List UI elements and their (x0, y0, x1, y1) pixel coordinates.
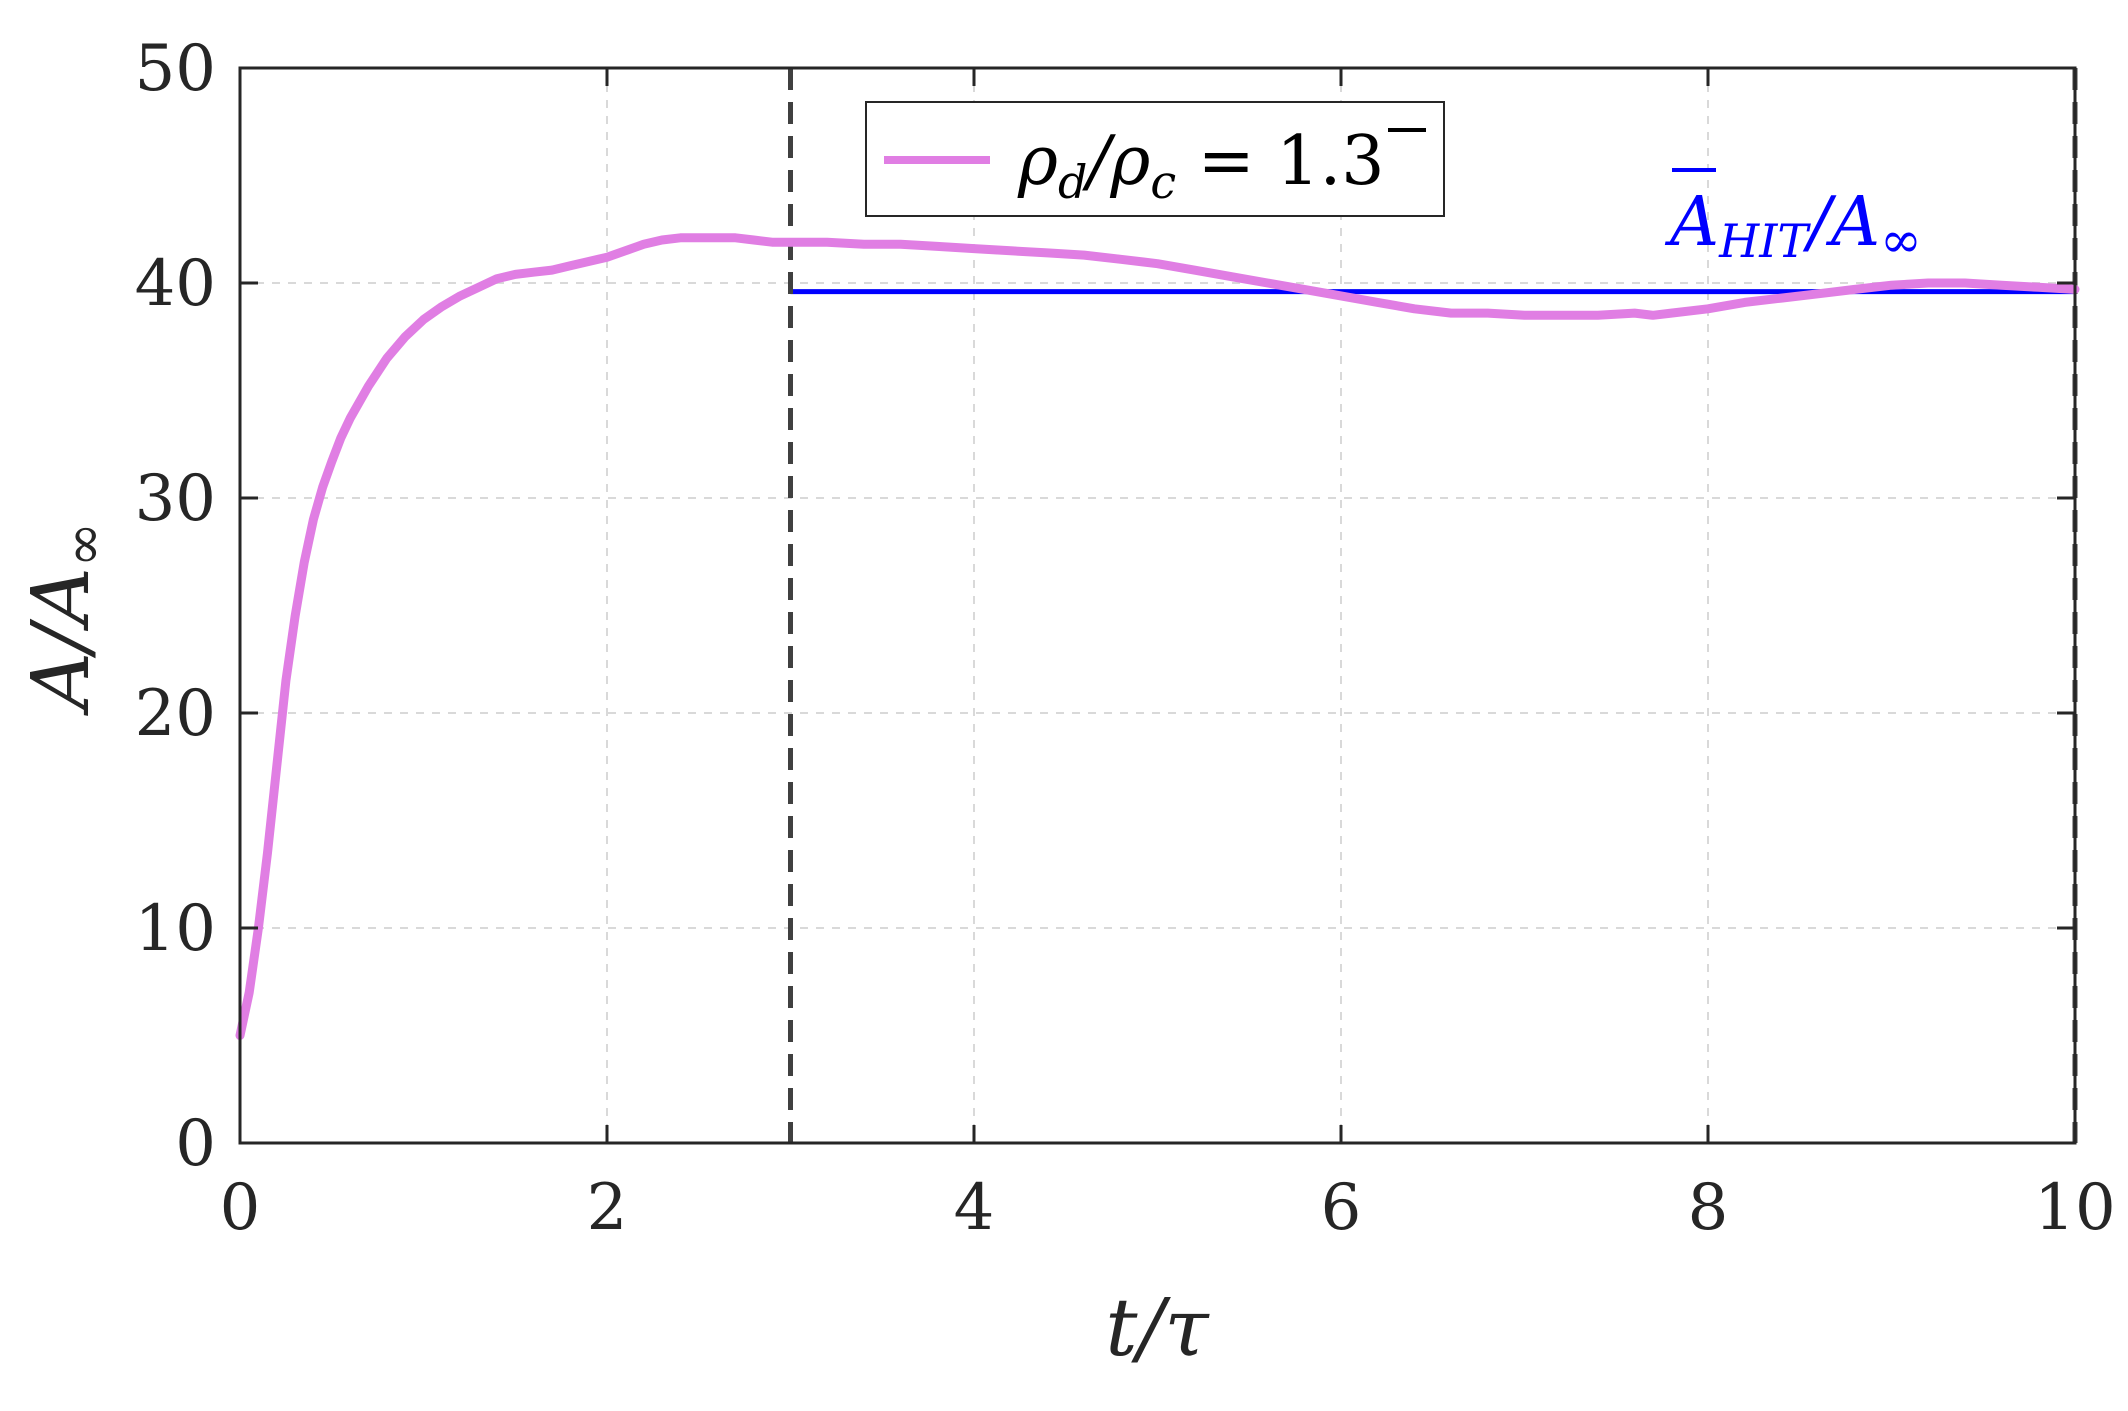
y-tick-label: 0 (175, 1107, 216, 1181)
hit-annotation: AHIT/A∞ (1664, 168, 1922, 269)
hit-annotation-A: A (1664, 183, 1719, 262)
y-axis-label: A/A∞ (14, 522, 115, 716)
x-tick-label: 2 (587, 1171, 628, 1245)
x-tick-label: 4 (954, 1171, 995, 1245)
series-line (235, 233, 2080, 1040)
hit-annotation-sub: HIT (1718, 214, 1811, 268)
y-axis-label-sub: ∞ (52, 522, 115, 567)
y-tick-label: 30 (135, 462, 216, 536)
legend-label: ρd/ρc = 1.3 (1017, 122, 1384, 209)
x-tick-label: 0 (220, 1171, 261, 1245)
x-axis-label: t/τ (1105, 1281, 1210, 1374)
y-tick-label: 50 (135, 32, 216, 106)
tick-labels: 0 2 4 6 8 10 0 10 20 30 40 50 (135, 32, 2116, 1245)
svg-text:A/A∞: A/A∞ (14, 522, 115, 716)
hit-annotation-inf: ∞ (1880, 211, 1922, 269)
y-tick-label: 40 (135, 247, 216, 321)
series-layer (235, 233, 2080, 1040)
hit-annotation-rest: /A (1802, 183, 1880, 262)
ticks (238, 66, 2077, 1145)
x-tick-label: 6 (1321, 1171, 1362, 1245)
plot-area (240, 68, 2075, 1143)
svg-text:AHIT/A∞: AHIT/A∞ (1664, 183, 1922, 269)
legend: ρd/ρc = 1.3 (865, 101, 1445, 217)
y-axis-label-main: A/A (14, 567, 107, 717)
x-tick-label: 8 (1688, 1171, 1729, 1245)
y-tick-label: 20 (135, 677, 216, 751)
axes-box (238, 66, 2077, 1145)
x-tick-label: 10 (2034, 1171, 2115, 1245)
y-tick-label: 10 (135, 892, 216, 966)
grid (240, 68, 2075, 1143)
